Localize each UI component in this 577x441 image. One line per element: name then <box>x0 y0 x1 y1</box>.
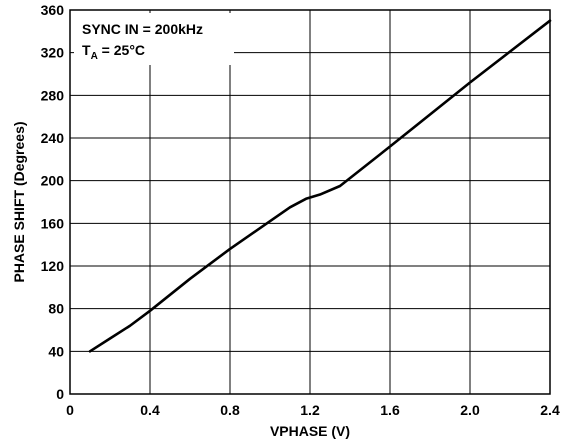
x-tick-label: 1.2 <box>300 402 320 418</box>
y-tick-label: 0 <box>56 386 64 402</box>
y-axis-tick-labels: 0 40 80 120 160 200 240 280 320 360 <box>41 2 65 402</box>
y-tick-label: 160 <box>41 215 65 231</box>
y-tick-label: 80 <box>48 301 64 317</box>
x-axis-tick-labels: 0 0.4 0.8 1.2 1.6 2.0 2.4 <box>66 402 560 418</box>
y-tick-label: 280 <box>41 87 65 103</box>
y-tick-label: 320 <box>41 45 65 61</box>
y-axis-title: PHASE SHIFT (Degrees) <box>11 121 27 282</box>
x-tick-label: 0 <box>66 402 74 418</box>
x-tick-label: 0.4 <box>140 402 160 418</box>
annotation-background <box>74 13 234 65</box>
grid-lines <box>70 10 550 394</box>
x-tick-label: 2.0 <box>460 402 480 418</box>
x-tick-label: 2.4 <box>540 402 560 418</box>
y-tick-label: 240 <box>41 130 65 146</box>
x-axis-title: VPHASE (V) <box>270 423 350 439</box>
plot-frame <box>69 9 551 395</box>
conditions-annotation: SYNC IN = 200kHz TA = 25°C <box>82 21 203 62</box>
phase-shift-curve <box>88 19 552 353</box>
annotation-temp-subscript: A <box>91 51 98 62</box>
y-tick-label: 120 <box>41 258 65 274</box>
annotation-sync-in: SYNC IN = 200kHz <box>82 21 203 37</box>
x-tick-label: 0.8 <box>220 402 240 418</box>
annotation-temperature: TA = 25°C <box>82 42 145 62</box>
y-tick-label: 200 <box>41 173 65 189</box>
y-tick-label: 360 <box>41 2 65 18</box>
x-tick-label: 1.6 <box>380 402 400 418</box>
y-tick-label: 40 <box>48 343 64 359</box>
annotation-temp-symbol: T <box>82 42 91 58</box>
annotation-temp-value: = 25°C <box>98 42 145 58</box>
data-curves <box>88 19 552 353</box>
